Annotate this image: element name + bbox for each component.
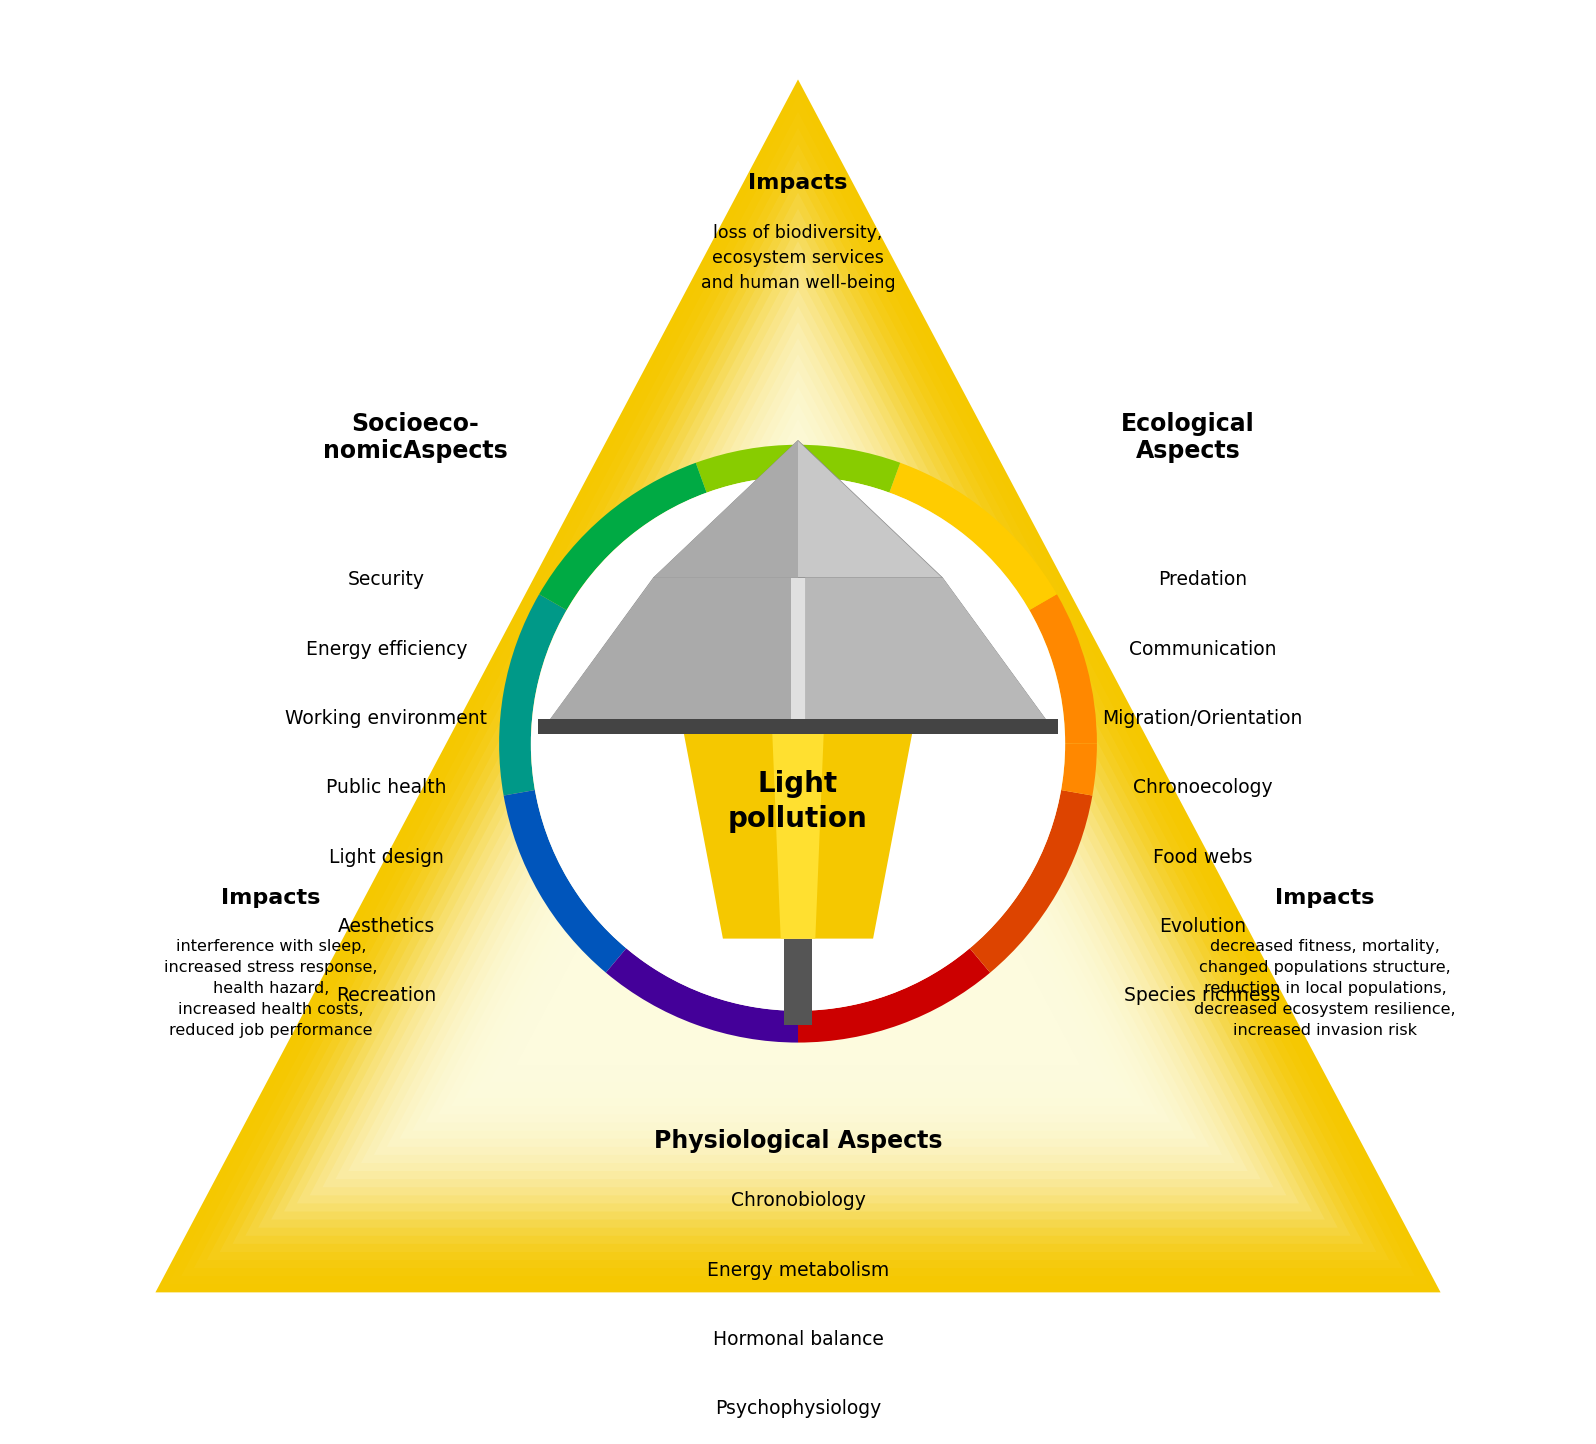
Polygon shape xyxy=(618,661,978,1001)
Text: Chronobiology: Chronobiology xyxy=(731,1191,865,1210)
Polygon shape xyxy=(348,322,1248,1171)
Polygon shape xyxy=(683,742,913,960)
Polygon shape xyxy=(516,533,1080,1066)
Text: Species richness: Species richness xyxy=(1124,986,1280,1005)
Wedge shape xyxy=(889,462,1057,609)
Polygon shape xyxy=(654,440,942,578)
Text: Impacts: Impacts xyxy=(222,888,321,908)
Wedge shape xyxy=(1061,744,1096,796)
Polygon shape xyxy=(772,726,824,939)
Wedge shape xyxy=(500,595,567,796)
Wedge shape xyxy=(696,445,900,492)
Polygon shape xyxy=(669,726,927,969)
Polygon shape xyxy=(630,677,966,993)
Polygon shape xyxy=(246,192,1350,1236)
Polygon shape xyxy=(656,710,940,978)
Text: Migration/Orientation: Migration/Orientation xyxy=(1103,709,1302,728)
Text: decreased fitness, mortality,
changed populations structure,
reduction in local : decreased fitness, mortality, changed po… xyxy=(1194,939,1456,1038)
Polygon shape xyxy=(528,549,1068,1058)
Polygon shape xyxy=(747,823,849,920)
Text: Evolution: Evolution xyxy=(1159,917,1246,936)
Circle shape xyxy=(531,477,1065,1011)
Polygon shape xyxy=(554,580,1042,1041)
Polygon shape xyxy=(477,484,1119,1090)
Polygon shape xyxy=(605,645,991,1009)
Polygon shape xyxy=(709,775,887,944)
Wedge shape xyxy=(504,790,626,973)
Polygon shape xyxy=(361,338,1235,1162)
Text: Food webs: Food webs xyxy=(1152,848,1253,866)
Polygon shape xyxy=(696,758,900,953)
Polygon shape xyxy=(721,791,875,937)
Polygon shape xyxy=(335,306,1261,1180)
Text: Recreation: Recreation xyxy=(337,986,437,1005)
Polygon shape xyxy=(322,290,1274,1187)
Polygon shape xyxy=(654,440,798,578)
Polygon shape xyxy=(155,79,1441,1292)
Text: Predation: Predation xyxy=(1157,570,1246,589)
Polygon shape xyxy=(490,500,1106,1082)
Text: Ecological
Aspects: Ecological Aspects xyxy=(1120,412,1254,464)
Text: Physiological Aspects: Physiological Aspects xyxy=(654,1129,942,1154)
Polygon shape xyxy=(567,596,1029,1034)
FancyBboxPatch shape xyxy=(538,719,1058,734)
Polygon shape xyxy=(412,403,1184,1131)
Polygon shape xyxy=(233,176,1363,1243)
Polygon shape xyxy=(310,273,1286,1196)
Polygon shape xyxy=(373,354,1223,1155)
Polygon shape xyxy=(259,209,1337,1227)
FancyBboxPatch shape xyxy=(784,939,812,1025)
Text: Psychophysiology: Psychophysiology xyxy=(715,1399,881,1418)
Text: interference with sleep,
increased stress response,
health hazard,
increased hea: interference with sleep, increased stres… xyxy=(164,939,378,1038)
Polygon shape xyxy=(643,695,953,985)
Polygon shape xyxy=(806,578,1050,726)
Text: Light design: Light design xyxy=(329,848,444,866)
Polygon shape xyxy=(579,614,1017,1025)
Text: Energy efficiency: Energy efficiency xyxy=(306,640,468,658)
Polygon shape xyxy=(546,578,1050,726)
Polygon shape xyxy=(284,241,1312,1212)
Text: Working environment: Working environment xyxy=(286,709,487,728)
Text: Chronoecology: Chronoecology xyxy=(1133,778,1272,797)
Text: Aesthetics: Aesthetics xyxy=(338,917,436,936)
Wedge shape xyxy=(539,462,707,609)
Polygon shape xyxy=(790,578,806,726)
Polygon shape xyxy=(760,839,836,913)
Text: Public health: Public health xyxy=(326,778,447,797)
Polygon shape xyxy=(386,371,1210,1147)
Polygon shape xyxy=(464,468,1132,1099)
Polygon shape xyxy=(399,387,1197,1139)
Polygon shape xyxy=(439,435,1157,1115)
Text: Communication: Communication xyxy=(1128,640,1277,658)
Text: Impacts: Impacts xyxy=(749,173,847,193)
Polygon shape xyxy=(425,419,1171,1122)
Polygon shape xyxy=(546,578,790,726)
Polygon shape xyxy=(734,807,862,928)
Wedge shape xyxy=(970,790,1092,973)
Polygon shape xyxy=(452,452,1144,1106)
Text: Impacts: Impacts xyxy=(1275,888,1374,908)
Wedge shape xyxy=(1029,595,1096,744)
Polygon shape xyxy=(683,726,913,939)
Polygon shape xyxy=(541,565,1055,1050)
Polygon shape xyxy=(297,257,1299,1203)
Text: Energy metabolism: Energy metabolism xyxy=(707,1261,889,1279)
Text: Socioeco-
nomicAspects: Socioeco- nomicAspects xyxy=(322,412,508,464)
Wedge shape xyxy=(798,949,990,1043)
Text: Hormonal balance: Hormonal balance xyxy=(712,1330,884,1349)
Polygon shape xyxy=(220,160,1376,1252)
Polygon shape xyxy=(503,516,1093,1074)
Text: Security: Security xyxy=(348,570,425,589)
Polygon shape xyxy=(592,630,1004,1018)
Text: Light
pollution: Light pollution xyxy=(728,770,868,833)
Text: loss of biodiversity,
ecosystem services
and human well-being: loss of biodiversity, ecosystem services… xyxy=(701,224,895,292)
Wedge shape xyxy=(606,949,798,1043)
Polygon shape xyxy=(772,856,824,904)
Polygon shape xyxy=(271,225,1325,1220)
Polygon shape xyxy=(785,872,811,897)
